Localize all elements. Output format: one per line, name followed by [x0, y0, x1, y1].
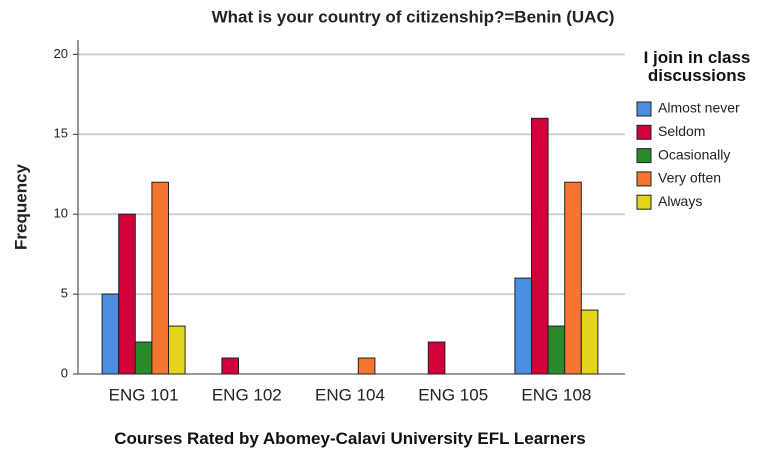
bar — [547, 325, 566, 375]
legend-swatch — [636, 101, 652, 117]
bar — [134, 341, 153, 375]
legend-label: Seldom — [658, 123, 705, 139]
y-tick-label: 5 — [61, 286, 68, 301]
legend-label: Always — [658, 193, 702, 209]
legend-swatch — [636, 194, 652, 210]
x-tick-label: ENG 102 — [212, 385, 282, 404]
bar — [564, 181, 582, 375]
x-tick-label: ENG 105 — [418, 385, 488, 404]
bar — [427, 341, 446, 375]
legend-label: Very often — [658, 170, 721, 186]
y-tick-label: 10 — [54, 206, 68, 221]
bar — [101, 293, 120, 375]
x-tick-label: ENG 108 — [521, 385, 591, 404]
bar — [514, 277, 533, 375]
legend-title: I join in class discussions — [643, 48, 751, 85]
y-axis-label: Frequency — [11, 163, 30, 250]
legend-swatch — [636, 148, 652, 164]
y-tick-label: 0 — [61, 365, 68, 380]
bar — [221, 357, 239, 375]
legend-swatch — [636, 171, 652, 187]
bar — [531, 117, 549, 375]
x-tick-label: ENG 104 — [315, 385, 385, 404]
bar — [151, 181, 169, 375]
x-tick-label: ENG 101 — [109, 385, 179, 404]
bar — [168, 325, 186, 375]
y-tick-label: 20 — [54, 46, 68, 61]
bar — [118, 213, 136, 375]
legend-swatch — [636, 124, 652, 140]
chart-title: What is your country of citizenship?=Ben… — [212, 7, 615, 26]
x-axis-label: Courses Rated by Abomey-Calavi Universit… — [114, 429, 586, 448]
bar — [580, 309, 599, 375]
legend-label: Almost never — [658, 100, 740, 116]
bar — [357, 357, 376, 375]
y-tick-label: 15 — [54, 126, 68, 141]
legend-label: Ocasionally — [658, 146, 730, 162]
